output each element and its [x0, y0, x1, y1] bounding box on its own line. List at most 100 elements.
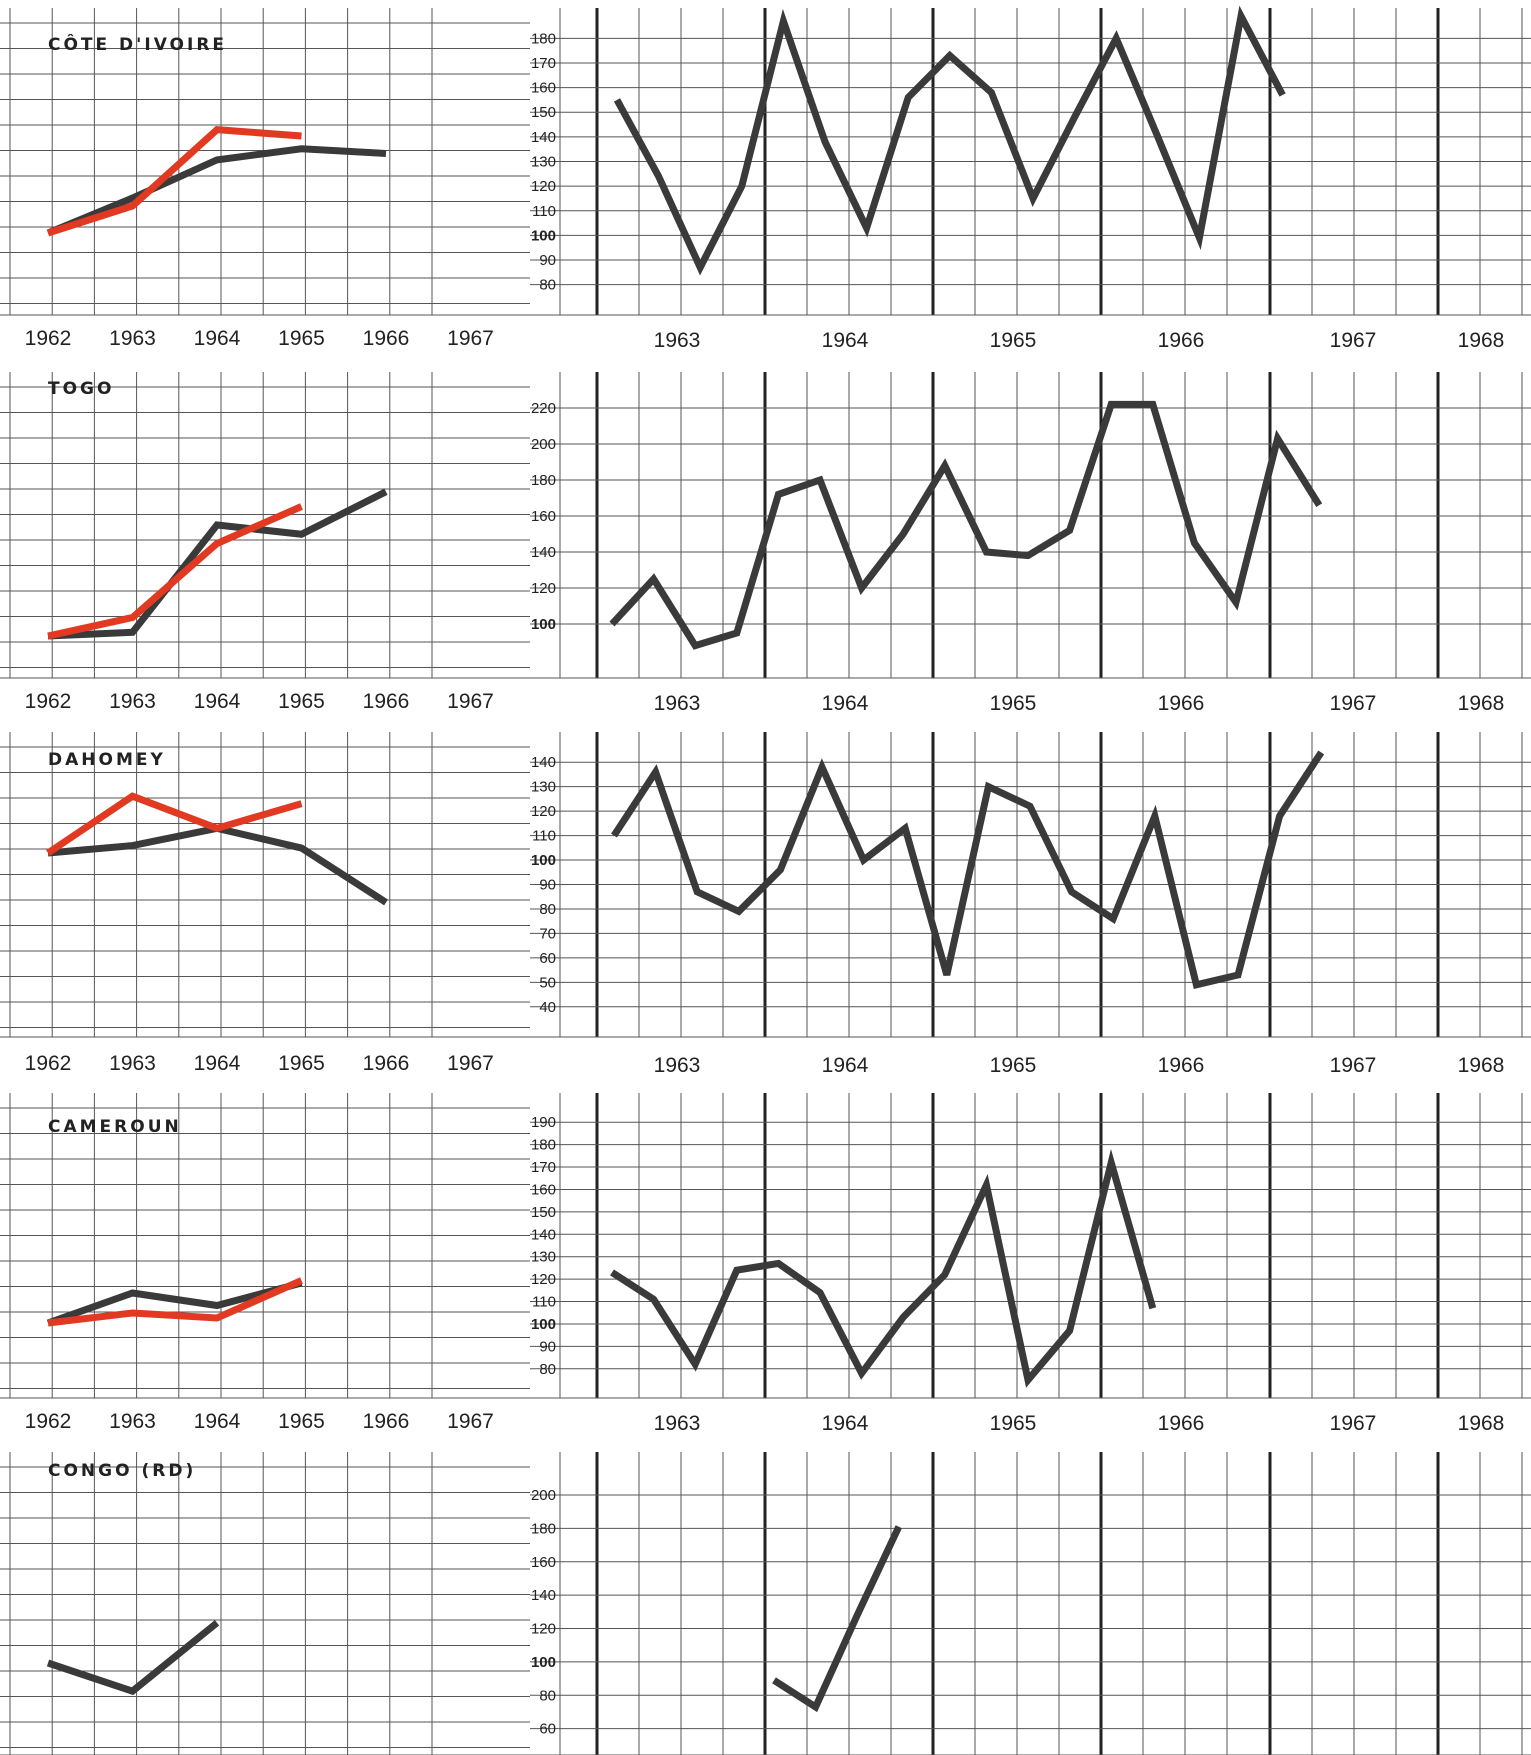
annual-year-label: 1964 — [194, 1410, 241, 1433]
y-tick-label: 100 — [531, 1316, 556, 1333]
y-tick-label: 80 — [539, 1687, 556, 1704]
quarterly-year-label: 1963 — [654, 329, 701, 352]
annual-year-label: 1967 — [447, 1052, 494, 1075]
y-tick-label: 120 — [531, 803, 556, 820]
y-tick-label: 90 — [539, 1338, 556, 1355]
annual-series-line — [47, 488, 388, 640]
quarterly-year-label: 1968 — [1458, 329, 1505, 352]
annual-year-label: 1962 — [25, 1410, 72, 1433]
quarterly-year-label: 1966 — [1158, 1054, 1205, 1077]
annual-series-line — [47, 1277, 303, 1327]
y-tick-label: 150 — [531, 104, 556, 121]
chart-title: TOGO — [48, 379, 114, 399]
y-tick-label: 110 — [532, 828, 556, 845]
chart-3: 80 90 100 110 120 130 140 150 160 170 180 190 CAMERO… — [0, 1093, 1531, 1435]
quarterly-grid — [530, 1452, 1531, 1755]
quarterly-year-label: 1966 — [1158, 329, 1205, 352]
quarterly-year-label: 1968 — [1458, 1412, 1505, 1435]
annual-series-line — [46, 126, 302, 237]
annual-year-label: 1964 — [194, 327, 241, 350]
y-tick-label: 180 — [531, 472, 556, 489]
annual-series-line — [46, 1279, 303, 1327]
annual-year-label: 1962 — [25, 690, 72, 713]
quarterly-series-line — [613, 5, 1286, 276]
annual-year-label: 1962 — [25, 1052, 72, 1075]
y-tick-label: 130 — [531, 154, 556, 171]
y-tick-label: 120 — [531, 178, 556, 195]
annual-year-label: 1965 — [278, 690, 325, 713]
y-tick-label: 80 — [539, 277, 556, 294]
annual-year-label: 1963 — [109, 690, 156, 713]
annual-grid — [0, 372, 530, 679]
quarterly-year-label: 1967 — [1330, 692, 1377, 715]
quarterly-year-label: 1966 — [1158, 692, 1205, 715]
annual-grid — [0, 1093, 530, 1399]
quarterly-year-label: 1968 — [1458, 1054, 1505, 1077]
y-tick-label: 140 — [531, 1587, 556, 1604]
y-tick-label: 170 — [531, 55, 556, 72]
annual-year-label: 1966 — [363, 1052, 410, 1075]
y-tick-label: 130 — [531, 779, 556, 796]
annual-year-label: 1966 — [363, 327, 410, 350]
quarterly-year-label: 1965 — [990, 329, 1037, 352]
quarterly-year-label: 1968 — [1458, 692, 1505, 715]
y-tick-label: 80 — [539, 1361, 556, 1378]
quarterly-year-label: 1963 — [654, 692, 701, 715]
chart-title: CAMEROUN — [48, 1117, 182, 1137]
chart-title: CONGO (RD) — [48, 1461, 196, 1481]
y-tick-label: 200 — [531, 1487, 556, 1504]
annual-year-label: 1965 — [278, 327, 325, 350]
quarterly-year-label: 1963 — [654, 1412, 701, 1435]
y-tick-label: 160 — [531, 80, 556, 97]
chart-title: CÔTE D'IVOIRE — [48, 33, 227, 55]
quarterly-year-label: 1967 — [1330, 1054, 1377, 1077]
quarterly-grid — [530, 732, 1531, 1038]
quarterly-year-label: 1964 — [822, 1412, 869, 1435]
annual-year-label: 1963 — [109, 1052, 156, 1075]
y-tick-label: 140 — [531, 1226, 556, 1243]
annual-year-label: 1965 — [278, 1052, 325, 1075]
chart-2: 40 50 60 70 80 90 100 110 120 130 140 DAHOMEY 1962 19… — [0, 732, 1531, 1077]
annual-grid — [0, 1452, 530, 1755]
quarterly-year-label: 1967 — [1330, 1412, 1377, 1435]
annual-year-label: 1966 — [363, 1410, 410, 1433]
quarterly-year-label: 1965 — [990, 1412, 1037, 1435]
quarterly-year-label: 1964 — [822, 329, 869, 352]
y-tick-label: 100 — [531, 1654, 556, 1671]
y-tick-label: 100 — [531, 852, 556, 869]
y-tick-label: 160 — [531, 1181, 556, 1198]
annual-year-label: 1965 — [278, 1410, 325, 1433]
y-tick-label: 160 — [531, 1554, 556, 1571]
annual-series-line — [46, 1620, 220, 1696]
annual-year-label: 1964 — [194, 1052, 241, 1075]
y-tick-label: 90 — [539, 252, 556, 269]
y-tick-label: 120 — [531, 1621, 556, 1638]
quarterly-year-label: 1963 — [654, 1054, 701, 1077]
quarterly-year-label: 1967 — [1330, 329, 1377, 352]
annual-year-label: 1967 — [447, 690, 494, 713]
chart-title: DAHOMEY — [48, 750, 166, 770]
annual-year-label: 1962 — [25, 327, 72, 350]
y-tick-label: 80 — [539, 901, 556, 918]
quarterly-grid — [530, 8, 1531, 316]
y-tick-label: 220 — [531, 400, 556, 417]
annual-year-label: 1967 — [447, 327, 494, 350]
chart-4: 60 80 100 120 140 160 180 200 CONGO (RD) — [0, 1452, 1531, 1755]
annual-year-label: 1964 — [194, 690, 241, 713]
y-tick-label: 160 — [531, 508, 556, 525]
y-tick-label: 60 — [539, 1721, 556, 1738]
quarterly-year-label: 1964 — [822, 692, 869, 715]
annual-grid — [0, 732, 530, 1038]
y-tick-label: 140 — [531, 129, 556, 146]
y-tick-label: 140 — [531, 754, 556, 771]
y-tick-label: 150 — [531, 1204, 556, 1221]
annual-year-label: 1967 — [447, 1410, 494, 1433]
quarterly-grid — [530, 1093, 1531, 1399]
y-tick-label: 40 — [539, 999, 556, 1016]
chart-1: 100 120 140 160 180 200 220 TOGO 1962 1963 1964 196… — [0, 372, 1531, 715]
annual-grid — [0, 8, 530, 316]
y-tick-label: 130 — [531, 1249, 556, 1266]
y-tick-label: 180 — [531, 1520, 556, 1537]
y-tick-label: 50 — [539, 974, 556, 991]
